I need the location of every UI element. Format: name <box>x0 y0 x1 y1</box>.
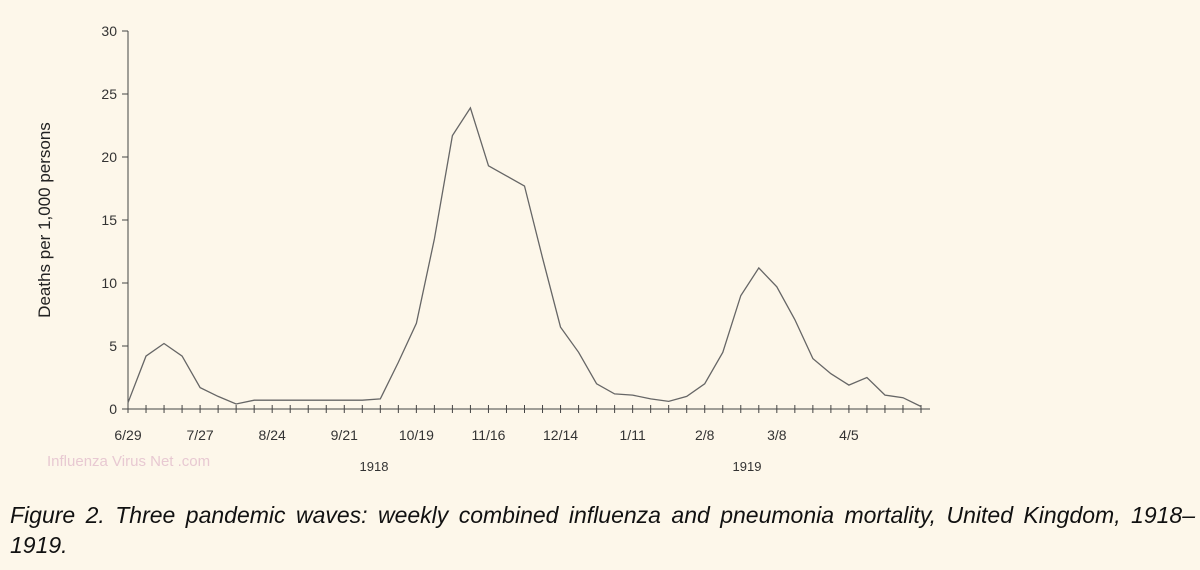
y-tick-label: 20 <box>101 149 117 165</box>
x-tick-label: 8/24 <box>259 427 286 443</box>
figure-caption: Figure 2. Three pandemic waves: weekly c… <box>10 502 1195 558</box>
x-tick-label: 1/11 <box>620 427 646 443</box>
x-tick-label: 11/16 <box>471 427 505 443</box>
year-label-1919: 1919 <box>733 459 762 474</box>
watermark: Influenza Virus Net .com <box>47 453 210 470</box>
x-tick-label: 7/27 <box>186 427 213 443</box>
y-tick-label: 15 <box>101 212 117 228</box>
x-tick-label: 9/21 <box>331 427 358 443</box>
y-tick-label: 5 <box>109 338 117 354</box>
y-tick-label: 30 <box>101 23 117 39</box>
x-tick-label: 3/8 <box>767 427 787 443</box>
y-tick-label: 0 <box>109 401 117 417</box>
x-tick-label: 4/5 <box>839 427 859 443</box>
series-line-0 <box>127 106 922 408</box>
x-tick-label: 2/8 <box>695 427 715 443</box>
y-axis-label: Deaths per 1,000 persons <box>35 122 54 318</box>
x-tick-label: 6/29 <box>114 427 141 443</box>
y-tick-label: 10 <box>101 275 117 291</box>
y-tick-label: 25 <box>101 86 117 102</box>
x-tick-label: 10/19 <box>399 427 434 443</box>
chart: Influenza Virus Net .com 0 5 10 15 20 25 30 6/… <box>35 23 930 474</box>
year-label-1918: 1918 <box>360 459 389 474</box>
x-tick-label: 12/14 <box>543 427 578 443</box>
